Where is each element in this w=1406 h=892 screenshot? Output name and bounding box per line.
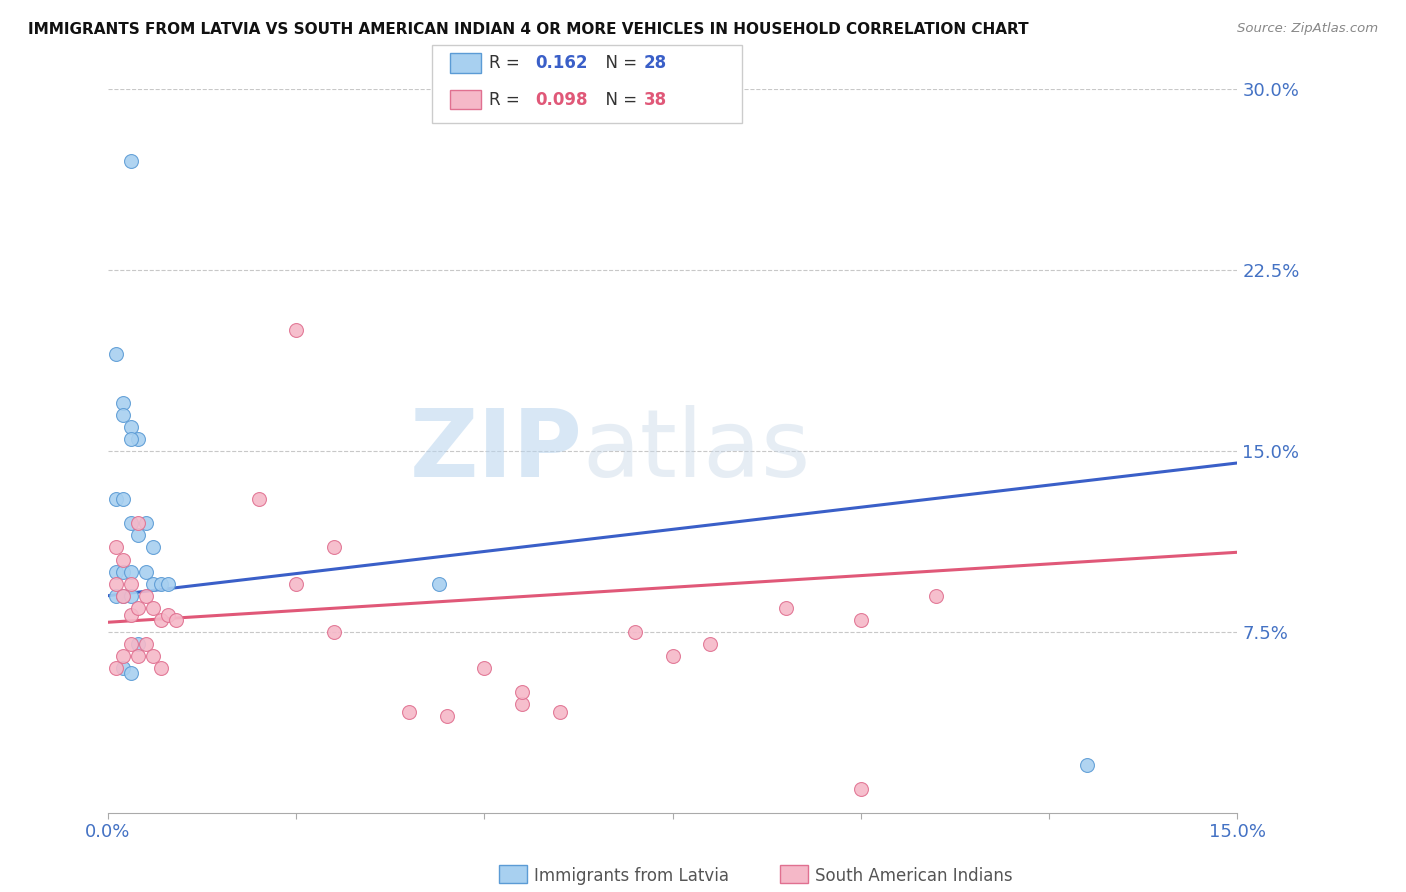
Text: 0.098: 0.098 <box>536 91 588 109</box>
Point <box>120 154 142 169</box>
Point <box>510 698 533 712</box>
Point <box>661 648 683 663</box>
Text: ZIP: ZIP <box>409 405 582 497</box>
Point <box>104 565 127 579</box>
Point <box>112 589 135 603</box>
Point <box>120 607 142 622</box>
Point <box>285 576 308 591</box>
Point <box>127 648 149 663</box>
Point <box>142 600 165 615</box>
Text: 38: 38 <box>644 91 666 109</box>
Text: Immigrants from Latvia: Immigrants from Latvia <box>534 867 730 885</box>
Point <box>120 432 142 446</box>
Point <box>474 661 496 675</box>
Text: 28: 28 <box>644 54 666 72</box>
Point <box>285 323 308 337</box>
Text: South American Indians: South American Indians <box>815 867 1014 885</box>
Point <box>157 607 180 622</box>
Point <box>165 613 187 627</box>
Text: Source: ZipAtlas.com: Source: ZipAtlas.com <box>1237 22 1378 36</box>
Point <box>120 419 142 434</box>
Point <box>127 600 149 615</box>
Point <box>112 661 135 675</box>
Text: R =: R = <box>489 54 526 72</box>
Point <box>135 516 157 531</box>
Point <box>322 541 344 555</box>
Point <box>624 624 647 639</box>
Point <box>120 589 142 603</box>
Point <box>149 613 172 627</box>
Text: IMMIGRANTS FROM LATVIA VS SOUTH AMERICAN INDIAN 4 OR MORE VEHICLES IN HOUSEHOLD : IMMIGRANTS FROM LATVIA VS SOUTH AMERICAN… <box>28 22 1029 37</box>
Point <box>104 661 127 675</box>
Point <box>112 552 135 566</box>
Point <box>849 781 872 796</box>
Point <box>135 589 157 603</box>
Point <box>112 565 135 579</box>
Text: atlas: atlas <box>582 405 811 497</box>
Point <box>127 637 149 651</box>
Point <box>127 432 149 446</box>
Point <box>699 637 721 651</box>
Point <box>120 516 142 531</box>
Text: N =: N = <box>595 91 643 109</box>
Point <box>157 576 180 591</box>
Point <box>427 576 450 591</box>
Point <box>849 613 872 627</box>
Point <box>142 648 165 663</box>
Point <box>149 576 172 591</box>
Point <box>104 492 127 507</box>
Point <box>548 705 571 719</box>
Point <box>247 492 270 507</box>
Point <box>775 600 797 615</box>
Point <box>120 665 142 680</box>
Point <box>322 624 344 639</box>
Point <box>112 492 135 507</box>
Point <box>142 576 165 591</box>
Point <box>127 528 149 542</box>
Point <box>104 576 127 591</box>
Point <box>104 541 127 555</box>
Point <box>120 576 142 591</box>
Point <box>135 565 157 579</box>
Point <box>120 565 142 579</box>
Point <box>1076 757 1098 772</box>
Point <box>398 705 420 719</box>
Point <box>112 648 135 663</box>
Point <box>112 408 135 422</box>
Point <box>104 589 127 603</box>
Point <box>510 685 533 699</box>
Point <box>142 541 165 555</box>
Point <box>925 589 948 603</box>
Point <box>127 516 149 531</box>
Text: 0.162: 0.162 <box>536 54 588 72</box>
Text: R =: R = <box>489 91 526 109</box>
Point <box>112 395 135 409</box>
Point <box>135 637 157 651</box>
Point <box>120 637 142 651</box>
Point <box>436 709 458 723</box>
Point <box>149 661 172 675</box>
Point <box>112 589 135 603</box>
Text: N =: N = <box>595 54 643 72</box>
Point <box>104 347 127 361</box>
